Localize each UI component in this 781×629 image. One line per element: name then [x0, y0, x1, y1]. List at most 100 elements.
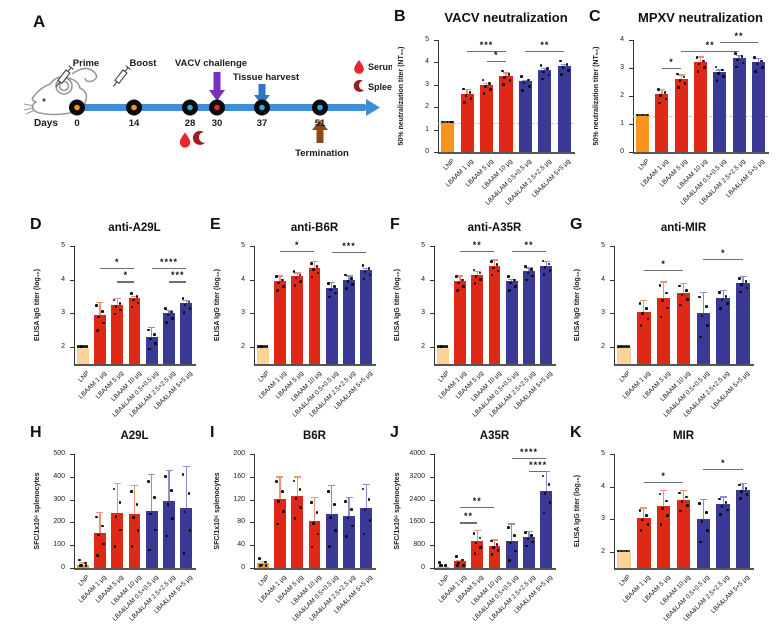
data-point [112, 487, 116, 491]
error-bar [151, 326, 153, 338]
data-point [456, 289, 459, 292]
data-point [753, 56, 756, 59]
data-point [472, 268, 476, 272]
data-point [522, 81, 526, 85]
legend-serum-icon [354, 60, 364, 74]
y-tick-mark [629, 40, 633, 41]
data-point [734, 52, 737, 55]
data-point [457, 281, 461, 285]
error-bar-cap [96, 512, 104, 514]
error-bar [528, 530, 530, 538]
error-bar [185, 299, 187, 304]
data-point [258, 564, 262, 567]
error-bar-cap [439, 566, 447, 568]
data-point [666, 514, 669, 517]
sig-line [467, 51, 506, 53]
data-point [627, 549, 631, 553]
y-tick-mark [430, 313, 434, 315]
error-bar [643, 507, 645, 519]
bar [538, 70, 552, 152]
error-bar [168, 310, 170, 314]
y-tick-mark [250, 522, 254, 524]
y-tick-mark [70, 313, 74, 315]
error-bar-cap [345, 496, 353, 499]
legend-spleen-icon [353, 79, 365, 92]
sig-stars: ** [472, 495, 482, 506]
error-bar-cap [719, 289, 727, 292]
data-point [705, 511, 708, 514]
data-point [96, 554, 99, 557]
data-point [496, 269, 500, 273]
data-point [363, 508, 367, 512]
error-bar-cap [456, 559, 464, 562]
data-point [292, 479, 296, 483]
data-point [281, 278, 284, 282]
error-bar [545, 471, 547, 492]
bar [454, 281, 466, 364]
panel-letter-f: F [390, 216, 400, 233]
y-tick-mark [430, 568, 434, 569]
data-point [496, 549, 500, 552]
data-point [315, 265, 319, 268]
error-bar [185, 466, 187, 509]
y-tick-mark [250, 313, 254, 315]
error-bar-cap [491, 259, 498, 261]
data-point [181, 297, 185, 300]
data-point [119, 308, 123, 312]
data-point [188, 306, 192, 310]
data-point [526, 271, 530, 275]
panel-h-chart: H A29L 0 100 200 300 400 500 SFC/1x10⁶ splenocyt… [28, 424, 205, 626]
data-point [697, 62, 701, 66]
error-bar [466, 88, 468, 94]
data-point [718, 497, 721, 501]
data-point [639, 324, 643, 327]
bar [471, 540, 484, 568]
data-point [663, 91, 667, 94]
data-point [542, 273, 546, 276]
data-point [154, 528, 157, 532]
data-point [741, 61, 745, 65]
data-point [665, 291, 668, 295]
data-point [148, 548, 151, 552]
data-point [309, 500, 313, 504]
data-point [129, 292, 133, 295]
data-point [627, 345, 631, 348]
data-point [84, 564, 88, 567]
error-bar-cap [182, 466, 190, 468]
data-point [641, 113, 644, 117]
error-bar-cap [525, 530, 533, 532]
data-point [479, 546, 483, 549]
data-point [686, 298, 689, 301]
error-bar-cap [473, 270, 481, 272]
data-point [679, 303, 683, 307]
y-tick-mark [610, 519, 614, 521]
day-28: 28 [185, 118, 196, 129]
data-point [472, 531, 476, 535]
sig-line [643, 481, 684, 483]
panel-letter-g: G [570, 216, 583, 233]
data-point [293, 283, 297, 287]
data-point [333, 285, 336, 288]
plot-axes [434, 454, 556, 570]
y-tick-label: 3 [61, 309, 65, 317]
day-37: 37 [257, 118, 268, 129]
data-point [153, 496, 156, 500]
error-bar [493, 539, 496, 546]
data-point [617, 345, 621, 348]
data-point [164, 475, 168, 478]
sig-line [279, 251, 315, 253]
data-point [666, 306, 669, 310]
plot-axes [614, 454, 754, 570]
data-point [334, 291, 337, 295]
error-bar-cap [113, 297, 121, 299]
data-point [659, 94, 662, 98]
data-point [298, 488, 302, 492]
data-point [438, 561, 441, 564]
data-point [489, 260, 493, 263]
y-tick-mark [430, 246, 434, 247]
data-point [490, 553, 494, 556]
data-point [528, 85, 531, 88]
data-point [97, 315, 101, 319]
data-point [165, 321, 168, 324]
